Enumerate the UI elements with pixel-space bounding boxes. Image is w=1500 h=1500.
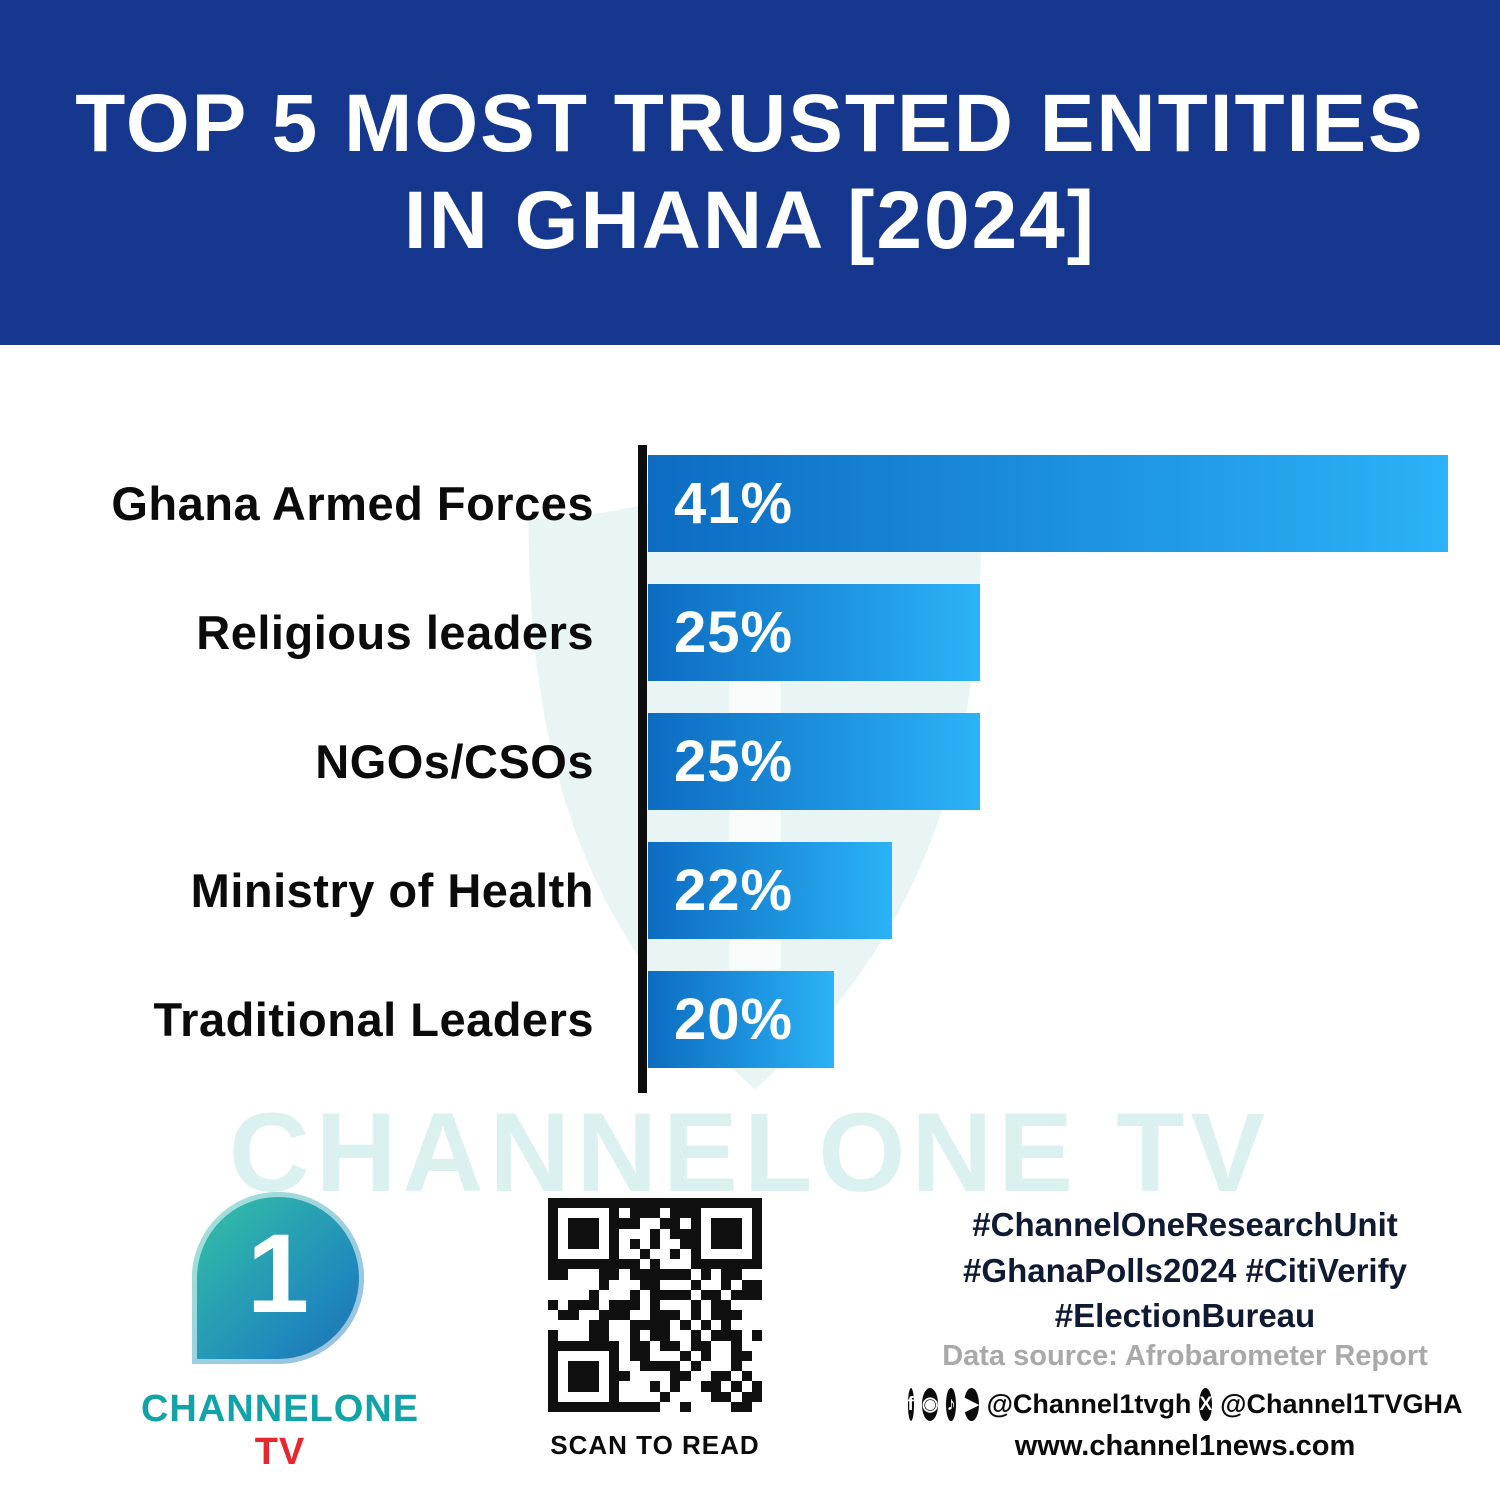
page-title-line2: IN GHANA [2024] bbox=[403, 174, 1097, 266]
qr-caption: SCAN TO READ bbox=[550, 1430, 760, 1460]
bar-category-label: Ministry of Health bbox=[190, 864, 594, 917]
page-title-line1: TOP 5 MOST TRUSTED ENTITIES bbox=[75, 77, 1425, 169]
chart-row: Ministry of Health 22% bbox=[0, 842, 1448, 939]
logo-wordmark: CHANNELONE TV bbox=[120, 1388, 440, 1474]
tiktok-icon: ♪ bbox=[946, 1388, 956, 1421]
data-source-label: Data source: Afrobarometer Report bbox=[942, 1340, 1428, 1372]
bar-value-label: 25% bbox=[674, 600, 794, 665]
header-banner: TOP 5 MOST TRUSTED ENTITIES IN GHANA [20… bbox=[0, 0, 1500, 345]
chart-row: NGOs/CSOs 25% bbox=[0, 713, 1448, 810]
youtube-icon: ▶ bbox=[963, 1388, 979, 1421]
hashtag-line-1: #ChannelOneResearchUnit bbox=[972, 1206, 1398, 1243]
bar-category-label: Religious leaders bbox=[196, 606, 594, 659]
bar-category-label: Ghana Armed Forces bbox=[111, 477, 594, 530]
chart-row: Ghana Armed Forces 41% bbox=[0, 455, 1448, 552]
social-row: f ◉ ♪ ▶ @Channel1tvgh X @Channel1TVGHA bbox=[907, 1388, 1462, 1421]
hashtag-line-3: #ElectionBureau bbox=[1054, 1297, 1316, 1335]
facebook-icon: f bbox=[907, 1388, 914, 1421]
bar-value-label: 22% bbox=[674, 858, 794, 923]
bar-chart: Ghana Armed Forces 41% Religious leaders 25… bbox=[0, 455, 1448, 1068]
bar-category-label: NGOs/CSOs bbox=[315, 735, 594, 788]
instagram-icon: ◉ bbox=[921, 1388, 939, 1421]
chart-axis-line bbox=[638, 445, 647, 1093]
bar: 41% bbox=[648, 455, 1448, 552]
bar-category-label: Traditional Leaders bbox=[153, 993, 594, 1046]
hashtags-block: #ChannelOneResearchUnit #GhanaPolls2024 … bbox=[930, 1202, 1440, 1339]
bar: 25% bbox=[648, 584, 980, 681]
hashtag-line-2: #GhanaPolls2024 #CitiVerify bbox=[963, 1251, 1407, 1289]
social-handle-2: @Channel1TVGHA bbox=[1220, 1389, 1463, 1419]
logo-numeral: 1 bbox=[246, 1211, 310, 1336]
bar-value-label: 20% bbox=[674, 987, 794, 1052]
x-icon: X bbox=[1199, 1388, 1213, 1421]
logo-wordmark-channelone: CHANNELONE bbox=[140, 1388, 420, 1430]
bar: 20% bbox=[648, 971, 834, 1068]
bar-value-label: 41% bbox=[674, 471, 794, 536]
website-url: www.channel1news.com bbox=[1014, 1430, 1356, 1462]
chart-row: Religious leaders 25% bbox=[0, 584, 1448, 681]
qr-code bbox=[548, 1198, 762, 1412]
channel-one-logo-icon: 1 bbox=[192, 1192, 364, 1364]
logo-wordmark-tv: TV bbox=[254, 1431, 306, 1473]
social-handle-1: @Channel1tvgh bbox=[986, 1389, 1192, 1419]
bar: 25% bbox=[648, 713, 980, 810]
chart-row: Traditional Leaders 20% bbox=[0, 971, 1448, 1068]
bar: 22% bbox=[648, 842, 892, 939]
bar-value-label: 25% bbox=[674, 729, 794, 794]
